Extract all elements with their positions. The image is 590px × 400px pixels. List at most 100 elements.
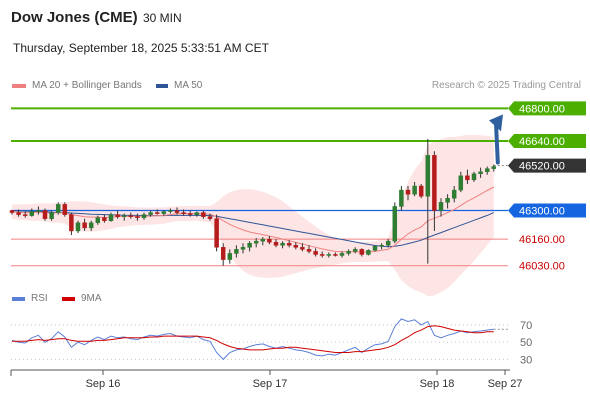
- forecast-arrow-shaft: [494, 121, 500, 165]
- candle-body: [484, 168, 490, 172]
- candle-body: [135, 216, 140, 218]
- ma50-line: [11, 210, 494, 248]
- instrument-title: Dow Jones (CME): [11, 9, 138, 26]
- candle-body: [115, 214, 120, 217]
- target-level-tag-bg: [508, 134, 586, 149]
- candle-body: [214, 218, 219, 248]
- candle-body: [399, 189, 404, 207]
- x-tick-label: Sep 18: [420, 378, 455, 390]
- candle-body: [293, 245, 299, 248]
- candle-body: [69, 214, 74, 232]
- candle-body: [432, 155, 437, 211]
- candle-body: [240, 247, 246, 250]
- timestamp: Thursday, September 18, 2025 5:33:51 AM …: [13, 41, 269, 55]
- candle-body: [174, 210, 180, 213]
- legend-ma50-label: MA 50: [174, 80, 203, 91]
- candle-body: [121, 215, 127, 217]
- candle-body: [82, 222, 87, 229]
- candle-body: [280, 242, 285, 246]
- candle-body: [392, 206, 398, 242]
- candle-body: [372, 246, 378, 251]
- legend-rsi: RSI: [12, 293, 48, 304]
- candle-body: [451, 189, 457, 199]
- candle-body: [49, 212, 54, 219]
- candle-body: [286, 242, 292, 246]
- candle-body: [194, 212, 200, 215]
- candle-body: [128, 215, 134, 217]
- candle-body: [234, 249, 239, 254]
- candle-body: [22, 214, 28, 216]
- target-level-tag: 46800.00: [519, 103, 565, 115]
- x-tick-label: Sep 16: [86, 378, 121, 390]
- candle-body: [75, 222, 81, 232]
- candle-body: [201, 212, 206, 217]
- candle-body: [247, 242, 252, 248]
- ma20-swatch: [12, 83, 26, 88]
- candle-body: [207, 216, 213, 219]
- interval-label: 30 MIN: [143, 11, 182, 25]
- candle-body: [260, 238, 266, 242]
- candle-body: [168, 210, 173, 212]
- candle-body: [88, 222, 94, 229]
- candle-body: [227, 253, 233, 260]
- candle-body: [465, 175, 470, 181]
- candle-body: [346, 251, 351, 254]
- candle-body: [359, 249, 365, 255]
- candle-body: [313, 251, 318, 255]
- candle-body: [16, 212, 21, 215]
- candle-body: [366, 250, 371, 255]
- candle-body: [187, 213, 193, 215]
- candle-body: [339, 253, 345, 256]
- rsi-tick-label: 50: [520, 337, 532, 349]
- pivot-level-tag: 46300.00: [519, 206, 565, 218]
- candle-body: [471, 173, 477, 181]
- candle-body: [458, 175, 464, 191]
- candle-body: [42, 210, 48, 219]
- current-price-tag-bg: [508, 158, 586, 173]
- candle-body: [412, 185, 417, 195]
- legend-rsi-ma: 9MA: [62, 293, 102, 304]
- candle-body: [438, 202, 444, 211]
- candle-body: [352, 249, 358, 252]
- support-level-tag: 46030.00: [519, 261, 565, 273]
- candle-body: [379, 245, 384, 247]
- ma50-swatch: [156, 83, 168, 88]
- x-tick-label: Sep 27: [488, 378, 523, 390]
- candle-body: [181, 212, 186, 214]
- rsi-ma-swatch: [62, 296, 75, 301]
- candle-body: [267, 238, 272, 243]
- candle-body: [425, 155, 431, 197]
- legend-ma20-label: MA 20 + Bollinger Bands: [32, 80, 142, 91]
- candle-body: [405, 189, 411, 195]
- candle-body: [108, 214, 114, 221]
- legend-rsi-label: RSI: [31, 293, 48, 304]
- candle-body: [36, 210, 41, 212]
- candle-body: [273, 241, 279, 246]
- candle-body: [333, 254, 338, 256]
- bollinger-band: [12, 134, 494, 297]
- candle-body: [220, 247, 226, 260]
- candle-body: [154, 212, 160, 214]
- rsi-ma-line: [12, 325, 494, 353]
- candle-body: [306, 249, 312, 252]
- rsi-tick-label: 30: [520, 354, 532, 366]
- candle-body: [29, 211, 35, 216]
- rsi-tick-label: 70: [520, 320, 532, 332]
- target-level-tag-bg: [508, 101, 586, 116]
- legend-ma20: MA 20 + Bollinger Bands: [12, 80, 142, 91]
- rsi-swatch: [12, 296, 25, 301]
- candle-body: [9, 210, 15, 213]
- candle-body: [445, 198, 450, 203]
- pivot-level-tag-bg: [508, 203, 586, 218]
- candle-body: [253, 240, 259, 244]
- candle-body: [55, 204, 61, 213]
- candle-body: [478, 171, 483, 174]
- candle-body: [141, 214, 147, 218]
- candle-body: [418, 185, 424, 197]
- candles: [9, 139, 497, 266]
- candle-body: [326, 254, 332, 256]
- legend-rsi-ma-label: 9MA: [81, 293, 102, 304]
- research-credit: Research © 2025 Trading Central: [431, 80, 581, 91]
- rsi-line: [11, 318, 494, 361]
